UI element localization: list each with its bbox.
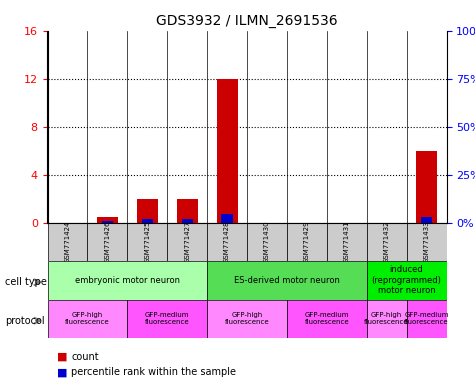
Bar xyxy=(177,199,198,223)
Text: GFP-high
fluorescence: GFP-high fluorescence xyxy=(225,312,269,325)
Text: GSM771431: GSM771431 xyxy=(344,220,350,263)
Text: GSM771424: GSM771424 xyxy=(65,221,70,263)
FancyBboxPatch shape xyxy=(127,223,167,261)
Text: cell type: cell type xyxy=(5,277,47,287)
Text: GSM771429: GSM771429 xyxy=(304,221,310,263)
Text: GFP-medium
fluorescence: GFP-medium fluorescence xyxy=(145,312,190,325)
Text: percentile rank within the sample: percentile rank within the sample xyxy=(71,367,236,377)
Bar xyxy=(97,217,118,223)
FancyBboxPatch shape xyxy=(87,223,127,261)
Text: induced
(reprogrammed)
motor neuron: induced (reprogrammed) motor neuron xyxy=(371,265,442,295)
Text: GSM771427: GSM771427 xyxy=(184,221,190,263)
Bar xyxy=(217,79,238,223)
Text: GFP-medium
fluorescence: GFP-medium fluorescence xyxy=(404,312,449,325)
FancyBboxPatch shape xyxy=(407,300,446,338)
Text: protocol: protocol xyxy=(5,316,44,326)
FancyBboxPatch shape xyxy=(207,223,247,261)
Bar xyxy=(102,221,113,223)
FancyBboxPatch shape xyxy=(48,223,87,261)
FancyBboxPatch shape xyxy=(207,261,367,300)
Title: GDS3932 / ILMN_2691536: GDS3932 / ILMN_2691536 xyxy=(156,14,338,28)
Bar xyxy=(221,214,233,223)
Text: GSM771426: GSM771426 xyxy=(104,221,110,263)
Text: ES-derived motor neuron: ES-derived motor neuron xyxy=(234,276,340,285)
Text: ■: ■ xyxy=(57,352,67,362)
Bar xyxy=(181,219,193,223)
FancyBboxPatch shape xyxy=(127,300,207,338)
FancyBboxPatch shape xyxy=(287,223,327,261)
FancyBboxPatch shape xyxy=(367,300,407,338)
Text: GSM771428: GSM771428 xyxy=(224,221,230,263)
FancyBboxPatch shape xyxy=(48,300,127,338)
FancyBboxPatch shape xyxy=(287,300,367,338)
FancyBboxPatch shape xyxy=(407,223,446,261)
Text: GSM771425: GSM771425 xyxy=(144,221,150,263)
Text: ■: ■ xyxy=(57,367,67,377)
Text: GFP-high
fluorescence: GFP-high fluorescence xyxy=(65,312,110,325)
FancyBboxPatch shape xyxy=(367,223,407,261)
Text: GSM771433: GSM771433 xyxy=(424,220,429,263)
Text: GSM771432: GSM771432 xyxy=(384,221,389,263)
FancyBboxPatch shape xyxy=(327,223,367,261)
FancyBboxPatch shape xyxy=(367,261,446,300)
Bar xyxy=(416,151,437,223)
FancyBboxPatch shape xyxy=(48,261,207,300)
Text: GFP-medium
fluorescence: GFP-medium fluorescence xyxy=(304,312,349,325)
FancyBboxPatch shape xyxy=(207,300,287,338)
Bar xyxy=(137,199,158,223)
Bar xyxy=(421,217,432,223)
FancyBboxPatch shape xyxy=(247,223,287,261)
Text: GSM771430: GSM771430 xyxy=(264,220,270,263)
Text: GFP-high
fluorescence: GFP-high fluorescence xyxy=(364,312,409,325)
FancyBboxPatch shape xyxy=(167,223,207,261)
Text: count: count xyxy=(71,352,99,362)
Bar xyxy=(142,219,153,223)
Text: embryonic motor neuron: embryonic motor neuron xyxy=(75,276,180,285)
